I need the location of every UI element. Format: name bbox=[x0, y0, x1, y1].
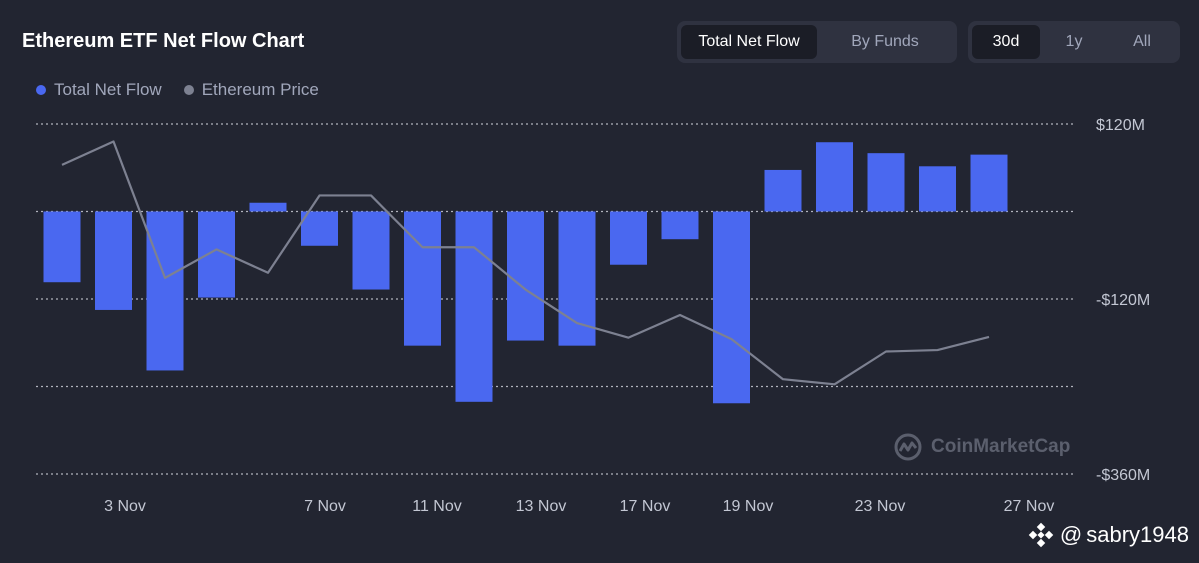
net-flow-bar bbox=[301, 211, 338, 246]
x-tick-label: 3 Nov bbox=[104, 498, 146, 515]
x-tick-label: 27 Nov bbox=[1004, 498, 1055, 515]
legend-item-net-flow[interactable]: Total Net Flow bbox=[36, 80, 162, 100]
net-flow-bar bbox=[43, 211, 81, 283]
legend-label-net-flow: Total Net Flow bbox=[54, 80, 162, 99]
range-all-button[interactable]: All bbox=[1133, 33, 1151, 50]
x-tick-label: 19 Nov bbox=[723, 498, 774, 515]
x-tick-label: 23 Nov bbox=[855, 498, 906, 515]
x-tick-label: 11 Nov bbox=[412, 498, 462, 515]
x-tick-label: 13 Nov bbox=[516, 498, 567, 515]
view-toggle: Total Net Flow By Funds bbox=[677, 21, 957, 63]
net-flow-bar bbox=[661, 211, 699, 240]
coinmarketcap-watermark: CoinMarketCap bbox=[893, 432, 1070, 462]
y-tick-label: $120M bbox=[1096, 117, 1145, 134]
net-flow-bar bbox=[970, 154, 1008, 212]
x-tick-label: 7 Nov bbox=[304, 498, 346, 515]
x-tick-label: 17 Nov bbox=[620, 498, 671, 515]
net-flow-bar bbox=[352, 211, 390, 290]
chart-title: Ethereum ETF Net Flow Chart bbox=[22, 30, 305, 52]
legend-dot-net-flow bbox=[36, 85, 46, 95]
legend-label-price: Ethereum Price bbox=[201, 80, 319, 99]
axis-layer: $120M -$120M -$360M 3 Nov 7 Nov 11 Nov 13 Nov 1… bbox=[104, 117, 1150, 515]
diamond-logo-icon bbox=[1028, 522, 1054, 548]
tab-total-net-flow[interactable]: Total Net Flow bbox=[681, 25, 817, 59]
net-flow-bar bbox=[95, 211, 132, 310]
legend-dot-price bbox=[183, 85, 194, 95]
net-flow-bar bbox=[713, 211, 750, 404]
net-flow-bar bbox=[764, 169, 802, 212]
net-flow-bar bbox=[507, 211, 544, 341]
user-tag-at: @ bbox=[1059, 522, 1083, 547]
net-flow-bar bbox=[558, 211, 596, 346]
user-tag: @ sabry1948 bbox=[1028, 522, 1189, 548]
net-flow-bar bbox=[404, 211, 441, 346]
y-tick-label: -$120M bbox=[1096, 292, 1150, 309]
net-flow-bar bbox=[249, 202, 287, 212]
tab-by-funds[interactable]: By Funds bbox=[851, 33, 919, 50]
range-1y-button[interactable]: 1y bbox=[1065, 33, 1083, 50]
watermark-text: CoinMarketCap bbox=[931, 436, 1071, 457]
price-line-layer bbox=[61, 140, 990, 386]
legend-item-price[interactable]: Ethereum Price bbox=[183, 80, 319, 100]
net-flow-bar bbox=[867, 153, 905, 212]
net-flow-bar bbox=[146, 211, 184, 371]
user-tag-name: sabry1948 bbox=[1086, 522, 1189, 547]
bar-layer bbox=[43, 142, 1008, 404]
net-flow-bar bbox=[816, 142, 853, 212]
coinmarketcap-logo-icon bbox=[894, 433, 922, 461]
net-flow-bar bbox=[455, 211, 493, 402]
net-flow-bar bbox=[610, 211, 647, 265]
range-toggle: 30d 1y All bbox=[968, 21, 1180, 63]
range-30d-button[interactable]: 30d bbox=[972, 25, 1040, 59]
chart-legend: Total Net Flow Ethereum Price bbox=[36, 80, 341, 100]
net-flow-bar bbox=[919, 166, 956, 212]
y-tick-label: -$360M bbox=[1096, 467, 1150, 484]
